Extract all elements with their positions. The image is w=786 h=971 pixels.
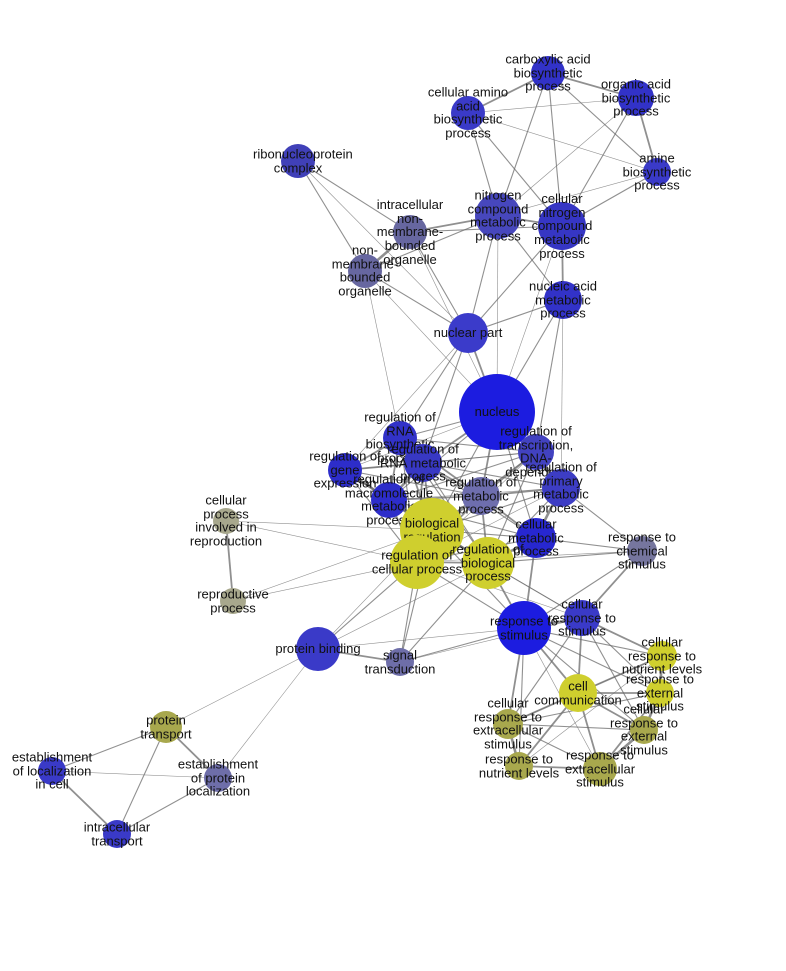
graph-edge xyxy=(117,778,218,834)
go-term-node-regulation_of_biological_process[interactable] xyxy=(462,537,514,589)
graph-edge xyxy=(318,628,524,649)
go-term-node-cellular_nitrogen_compound_metabolic[interactable] xyxy=(538,202,586,250)
go-term-node-response_to_extracellular_stimulus[interactable] xyxy=(583,752,617,786)
go-term-node-cellular_response_to_extracellular_stimulus[interactable] xyxy=(493,709,523,739)
go-term-node-cellular_response_to_nutrient_levels[interactable] xyxy=(647,641,677,671)
go-term-node-regulation_of_transcription_dna[interactable] xyxy=(518,434,554,470)
go-term-node-carboxylic_acid_biosynth[interactable] xyxy=(531,56,565,90)
go-term-node-cellular_amino_acid_biosynth[interactable] xyxy=(451,96,485,130)
graph-edge xyxy=(365,271,400,438)
go-term-node-regulation_of_cellular_process[interactable] xyxy=(390,535,444,589)
go-term-node-regulation_of_gene_expression[interactable] xyxy=(328,453,362,487)
graph-edge xyxy=(233,562,417,601)
go-term-node-regulation_of_rna_metabolic[interactable] xyxy=(404,444,442,482)
go-term-node-regulation_of_metabolic_process[interactable] xyxy=(462,477,500,515)
go-term-node-signal_transduction[interactable] xyxy=(386,648,414,676)
go-term-node-cellular_response_to_external_stimulus[interactable] xyxy=(630,716,658,744)
go-term-node-regulation_of_primary_metabolic[interactable] xyxy=(542,469,580,507)
go-network-diagram: carboxylic acid biosynthetic process orga… xyxy=(0,0,786,971)
go-term-node-regulation_of_macromolecule_metabolic[interactable] xyxy=(371,482,407,518)
graph-edge xyxy=(400,618,582,662)
go-term-node-nonmembrane_organelle[interactable] xyxy=(348,254,382,288)
graph-edge xyxy=(519,656,662,766)
go-term-node-intracellular_nonmembrane_organelle[interactable] xyxy=(393,215,427,249)
graph-edge xyxy=(468,113,657,172)
go-term-node-response_to_stimulus[interactable] xyxy=(497,601,551,655)
go-term-node-organic_acid_biosynth[interactable] xyxy=(618,80,654,116)
go-term-node-nuclear_part[interactable] xyxy=(448,313,488,353)
go-term-node-protein_binding[interactable] xyxy=(296,627,340,671)
graph-edge xyxy=(298,161,468,333)
graph-edge xyxy=(298,161,410,232)
go-term-node-ribonucleoprotein_complex[interactable] xyxy=(281,144,315,178)
go-term-node-response_to_chemical_stimulus[interactable] xyxy=(627,536,657,566)
go-term-node-cellular_process_reproduction[interactable] xyxy=(213,508,239,534)
go-term-node-cell_communication[interactable] xyxy=(559,674,597,712)
go-term-node-cellular_response_to_stimulus[interactable] xyxy=(564,600,600,636)
go-term-node-protein_transport[interactable] xyxy=(150,711,182,743)
graph-edge xyxy=(166,649,318,727)
go-term-node-nucleic_acid_metabolic[interactable] xyxy=(544,281,582,319)
graph-edge xyxy=(226,521,417,562)
go-term-node-cellular_metabolic_process[interactable] xyxy=(516,518,556,558)
go-term-node-intracellular_transport[interactable] xyxy=(103,820,131,848)
graph-edge xyxy=(52,771,218,778)
go-term-node-amine_biosynth[interactable] xyxy=(643,158,671,186)
go-term-node-response_to_external_stimulus[interactable] xyxy=(646,679,674,707)
go-term-node-nitrogen_compound_metabolic[interactable] xyxy=(475,193,521,239)
graph-edge xyxy=(298,161,365,271)
go-term-node-response_to_nutrient_levels[interactable] xyxy=(505,752,533,780)
go-term-node-reproductive_process[interactable] xyxy=(220,588,246,614)
graph-edge xyxy=(561,300,563,488)
graph-edge xyxy=(218,649,318,778)
go-term-node-establishment_of_protein_localization[interactable] xyxy=(204,764,232,792)
go-term-node-establishment_of_localization_in_cell[interactable] xyxy=(38,757,66,785)
